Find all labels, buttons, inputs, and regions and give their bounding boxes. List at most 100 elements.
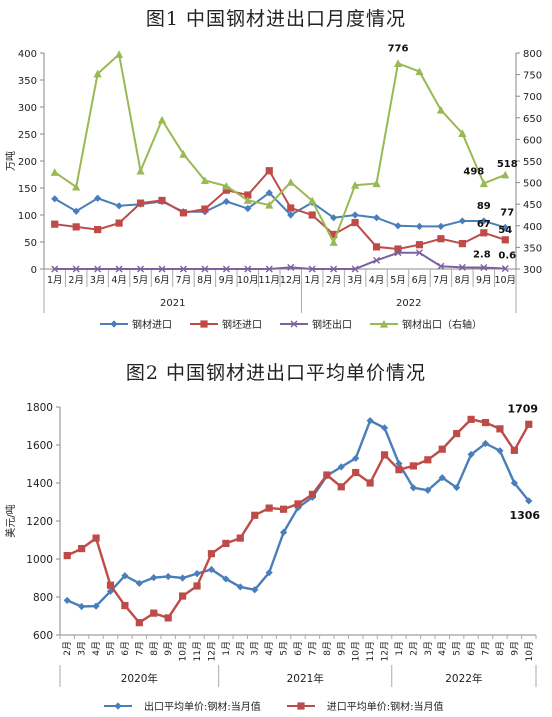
- chart1-point-s2: [458, 263, 466, 271]
- chart2-y-tick-label: 600: [33, 630, 53, 642]
- chart2-point-s1: [380, 451, 389, 459]
- chart1-x-tick-label: 6月: [154, 275, 170, 286]
- chart1-legend-label: 钢坯进口: [222, 320, 262, 331]
- chart2-point-s1: [409, 462, 417, 470]
- chart1-point-s1: [158, 196, 166, 205]
- chart1-point-s2: [373, 256, 381, 264]
- chart2-point-s1: [207, 550, 216, 558]
- chart1-right-tick-label: 350: [523, 243, 542, 254]
- chart2-point-s1: [496, 425, 504, 433]
- chart2-point-s0: [164, 572, 172, 581]
- chart1-right-tick-label: 450: [523, 200, 542, 211]
- chart1-point-s1: [201, 205, 209, 213]
- chart1-point-s2: [287, 263, 295, 271]
- chart1-left-tick-label: 150: [18, 184, 37, 195]
- chart1-point-s3: [50, 168, 59, 176]
- chart1-x-tick-label: 4月: [369, 275, 385, 286]
- chart2-y-tick-label: 1000: [26, 554, 53, 566]
- chart1-point-s1: [51, 220, 59, 228]
- chart1-x-tick-label: 1月: [47, 275, 63, 286]
- chart1-point-s2: [330, 265, 338, 273]
- chart2-x-tick-label: 1月: [394, 641, 405, 656]
- chart2-x-tick-label: 4月: [91, 641, 102, 656]
- chart1-right-tick-label: 650: [523, 114, 542, 125]
- chart2-year-label: 2022年: [445, 672, 482, 685]
- chart1-data-label: 77: [500, 207, 514, 218]
- chart2-x-tick-label: 10月: [524, 641, 535, 661]
- chart2-point-s1: [121, 601, 129, 610]
- chart1-point-s2: [137, 265, 145, 273]
- chart1-point-s1: [501, 236, 509, 244]
- chart1-point-s2: [501, 265, 509, 273]
- chart1-x-tick-label: 5月: [390, 275, 406, 286]
- chart2-legend: 出口平均单价:钢材:当月值 进口平均单价:钢材:当月值: [104, 698, 444, 713]
- chart1-series-line-0: [54, 191, 506, 229]
- chart2-point-s1: [424, 456, 432, 464]
- chart1-point-s1: [94, 225, 102, 234]
- chart2-point-s0: [78, 602, 86, 611]
- chart1-data-label: 0.6: [498, 251, 516, 262]
- chart1-right-tick-label: 750: [523, 71, 542, 82]
- chart1-point-s1: [308, 211, 316, 219]
- chart1-point-s3: [501, 170, 510, 179]
- chart1-right-tick-label: 550: [523, 157, 542, 168]
- chart2-point-s1: [236, 534, 244, 542]
- chart2-x-tick-label: 4月: [437, 641, 448, 656]
- chart1-point-s0: [437, 222, 445, 230]
- chart1-point-s2: [72, 265, 80, 273]
- chart2-x-tick-label: 9月: [509, 641, 520, 656]
- chart2-x-tick-label: 6月: [120, 641, 131, 656]
- chart1-point-s0: [330, 214, 338, 222]
- chart2-y-tick-label: 1200: [26, 516, 53, 528]
- chart2-point-s0: [337, 463, 345, 471]
- chart1-year-label: 2022: [396, 298, 421, 309]
- chart1-x-tick-label: 11月: [258, 275, 280, 286]
- chart2-x-tick-label: 10月: [178, 641, 189, 661]
- chart2-x-tick-label: 11月: [192, 641, 203, 661]
- chart2-x-tick-label: 9月: [163, 641, 174, 656]
- chart1-legend-label: 钢坯出口: [312, 320, 352, 331]
- chart1-point-s2: [308, 265, 316, 273]
- chart1-point-s0: [265, 189, 273, 197]
- chart2-x-tick-label: 7月: [307, 641, 318, 656]
- chart1-point-s3: [179, 149, 188, 158]
- chart2-point-s1: [438, 445, 446, 453]
- chart1-title: 图1 中国钢材进出口月度情况: [145, 8, 407, 30]
- chart2-y-tick-label: 800: [33, 592, 53, 604]
- chart1-point-s0: [94, 194, 102, 202]
- chart1-point-s3: [479, 179, 488, 188]
- chart1-point-s2: [244, 265, 252, 273]
- chart1-point-s3: [329, 238, 338, 246]
- chart1-point-s3: [157, 115, 167, 124]
- chart1-point-s0: [244, 204, 252, 213]
- chart2-point-s1: [352, 468, 360, 477]
- chart1-point-s3: [372, 179, 381, 188]
- chart1-left-tick-label: 200: [18, 157, 37, 168]
- chart1-point-s1: [72, 223, 80, 231]
- chart1-point-s3: [243, 196, 252, 204]
- chart1-point-s3: [200, 176, 210, 185]
- chart2-x-tick-label: 5月: [279, 641, 290, 656]
- chart2-point-s1: [63, 551, 71, 560]
- chart1-left-tick-label: 250: [18, 130, 37, 141]
- chart2-point-s1: [481, 418, 490, 427]
- chart2-y-tick-label: 1800: [26, 402, 53, 414]
- chart1-y-axis-label: 万吨: [4, 151, 17, 171]
- chart1-point-s3: [93, 69, 102, 78]
- chart2-point-s0: [222, 575, 230, 583]
- chart1-right-tick-label: 800: [523, 49, 542, 60]
- chart1-x-tick-label: 5月: [133, 275, 149, 286]
- chart2-legend-item: 出口平均单价:钢材:当月值: [104, 698, 261, 713]
- chart1-point-s2: [480, 263, 488, 271]
- chart1-right-tick-label: 400: [523, 222, 542, 233]
- chart2-point-s1: [193, 582, 201, 590]
- chart2-title: 图2 中国钢材进出口平均单价情况: [125, 362, 427, 384]
- chart2-y-tick-label: 1400: [26, 478, 53, 490]
- chart1-series-line-1: [54, 169, 506, 251]
- chart1-x-tick-label: 3月: [347, 275, 363, 286]
- chart1-point-s1: [330, 230, 338, 239]
- chart2-x-tick-label: 10月: [351, 641, 362, 661]
- chart2-point-s0: [92, 602, 100, 610]
- chart1-point-s2: [265, 265, 273, 273]
- chart1-point-s1: [394, 245, 402, 253]
